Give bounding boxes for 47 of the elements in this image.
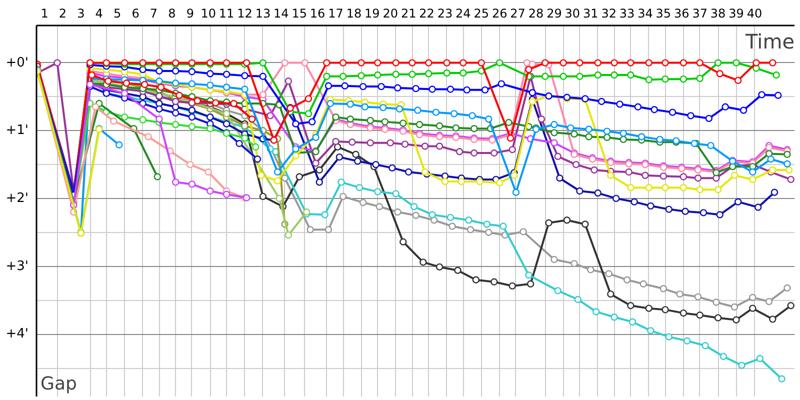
x-tick-label: 4 — [95, 6, 103, 20]
x-tick-label: 29 — [546, 6, 562, 20]
x-tick-label: 20 — [382, 6, 398, 20]
x-tick-label: 36 — [674, 6, 690, 20]
x-tick-label: 38 — [710, 6, 726, 20]
x-tick-label: 34 — [638, 6, 653, 20]
x-tick-label: 10 — [200, 6, 216, 20]
x-tick-label: 39 — [728, 6, 744, 20]
x-tick-label: 21 — [400, 6, 416, 20]
x-tick-label: 6 — [132, 6, 140, 20]
x-tick-label: 5 — [114, 6, 122, 20]
x-tick-label: 33 — [619, 6, 635, 20]
x-axis-title: Time — [744, 30, 795, 54]
x-tick-label: 1 — [40, 6, 48, 20]
x-tick-label: 26 — [492, 6, 508, 20]
x-tick-label: 18 — [346, 6, 362, 20]
x-tick-label: 9 — [186, 6, 194, 20]
y-tick-label: +0' — [6, 55, 29, 70]
x-tick-label: 13 — [255, 6, 271, 20]
x-tick-label: 32 — [601, 6, 616, 20]
x-tick-label: 14 — [274, 6, 289, 20]
x-tick-label: 35 — [656, 6, 672, 20]
x-tick-label: 40 — [746, 6, 762, 20]
y-tick-label: +4' — [6, 326, 29, 342]
x-tick-label: 22 — [419, 6, 434, 20]
x-tick-label: 30 — [564, 6, 580, 20]
y-tick-label: +1' — [6, 123, 29, 138]
y-tick-label: +2' — [6, 190, 29, 206]
x-tick-label: 11 — [218, 6, 234, 20]
x-tick-label: 17 — [328, 6, 344, 20]
x-tick-label: 27 — [510, 6, 526, 20]
x-tick-label: 31 — [582, 6, 598, 20]
x-tick-label: 12 — [237, 6, 252, 20]
x-tick-label: 15 — [292, 6, 308, 20]
x-tick-label: 3 — [77, 6, 85, 20]
x-tick-label: 19 — [364, 6, 380, 20]
x-tick-label: 7 — [150, 6, 158, 20]
x-tick-label: 23 — [437, 6, 453, 20]
x-tick-label: 24 — [456, 6, 471, 20]
y-tick-label: +3' — [6, 258, 29, 274]
x-tick-label: 2 — [58, 6, 67, 20]
x-tick-label: 8 — [168, 6, 176, 20]
x-tick-label: 28 — [528, 6, 544, 20]
x-tick-label: 37 — [692, 6, 708, 20]
y-axis-title: Gap — [40, 374, 77, 394]
x-tick-label: 16 — [310, 6, 326, 20]
x-tick-label: 25 — [474, 6, 490, 20]
